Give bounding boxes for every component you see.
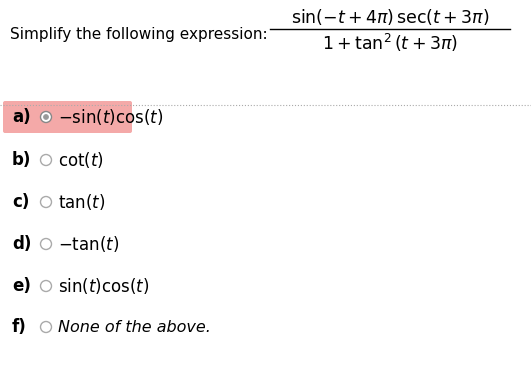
Text: d): d) bbox=[12, 235, 31, 253]
Text: $\cot(t)$: $\cot(t)$ bbox=[58, 150, 104, 170]
Circle shape bbox=[40, 322, 52, 333]
Circle shape bbox=[40, 280, 52, 292]
Circle shape bbox=[40, 154, 52, 165]
Text: $\sin(-t + 4\pi)\,\sec(t + 3\pi)$: $\sin(-t + 4\pi)\,\sec(t + 3\pi)$ bbox=[291, 7, 489, 27]
Text: $-\sin(t)\cos(t)$: $-\sin(t)\cos(t)$ bbox=[58, 107, 164, 127]
FancyBboxPatch shape bbox=[3, 101, 132, 133]
Circle shape bbox=[40, 196, 52, 207]
Text: a): a) bbox=[12, 108, 31, 126]
Text: $\tan(t)$: $\tan(t)$ bbox=[58, 192, 105, 212]
Text: c): c) bbox=[12, 193, 29, 211]
Text: e): e) bbox=[12, 277, 31, 295]
Circle shape bbox=[40, 111, 52, 123]
Text: $\sin(t)\cos(t)$: $\sin(t)\cos(t)$ bbox=[58, 276, 149, 296]
Text: f): f) bbox=[12, 318, 27, 336]
Text: $1 + \tan^2(t + 3\pi)$: $1 + \tan^2(t + 3\pi)$ bbox=[322, 32, 458, 54]
Text: b): b) bbox=[12, 151, 31, 169]
Text: Simplify the following expression:: Simplify the following expression: bbox=[10, 27, 268, 42]
Circle shape bbox=[40, 238, 52, 250]
Text: $-\tan(t)$: $-\tan(t)$ bbox=[58, 234, 119, 254]
Circle shape bbox=[44, 115, 48, 119]
Text: None of the above.: None of the above. bbox=[58, 319, 211, 334]
